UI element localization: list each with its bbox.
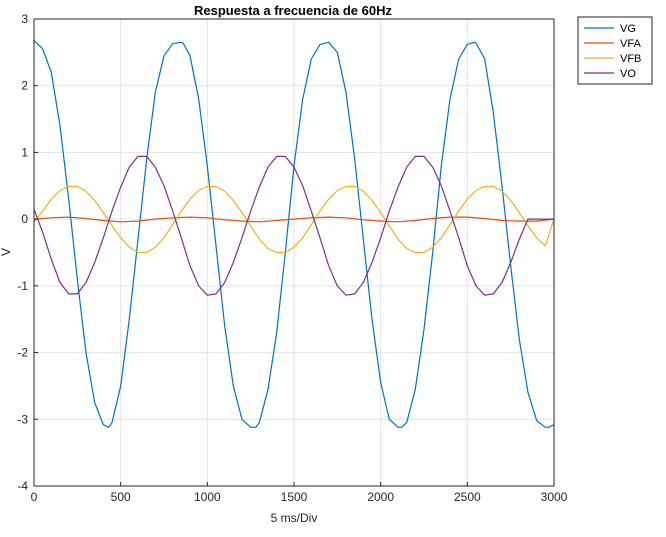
legend-label-vg: VG (620, 23, 636, 35)
plot-area: 0 500 1000 1500 2000 2500 3000 -4 -3 -2 -1 0 1 2 3 (17, 12, 567, 504)
x-tick-label: 2500 (454, 490, 481, 504)
y-tick-label: -2 (17, 346, 28, 360)
x-tick-label: 3000 (541, 490, 568, 504)
y-axis-label: V (0, 248, 13, 256)
legend-label-vfa: VFA (620, 38, 641, 50)
x-tick-label: 1500 (281, 490, 308, 504)
series-line-vg (33, 39, 555, 428)
y-tick-label: 3 (21, 12, 28, 26)
legend-items: VG VFA VFB VO (584, 23, 641, 80)
legend: VG VFA VFB VO (577, 16, 653, 85)
legend-label-vfb: VFB (620, 53, 641, 65)
x-tick-label: 1000 (194, 490, 221, 504)
y-tick-label: -4 (17, 479, 28, 493)
tick-layer: 0 500 1000 1500 2000 2500 3000 -4 -3 -2 -1 0 1 2 3 (17, 12, 567, 504)
y-tick-label: -3 (17, 412, 28, 426)
chart-title: Respuesta a frecuencia de 60Hz (194, 3, 392, 18)
x-tick-label: 500 (111, 490, 131, 504)
x-tick-label: 0 (31, 490, 38, 504)
legend-label-vo: VO (620, 68, 636, 80)
y-tick-label: 1 (21, 145, 28, 159)
series-line-vo (33, 155, 554, 296)
series-line-vfb (33, 185, 555, 254)
y-tick-label: 0 (21, 212, 28, 226)
y-tick-label: 2 (21, 79, 28, 93)
x-tick-label: 2000 (367, 490, 394, 504)
series-line-vfa (33, 216, 555, 223)
legend-box (577, 16, 653, 85)
x-axis-label: 5 ms/Div (271, 511, 318, 525)
series-layer (33, 39, 555, 428)
y-tick-label: -1 (17, 279, 28, 293)
